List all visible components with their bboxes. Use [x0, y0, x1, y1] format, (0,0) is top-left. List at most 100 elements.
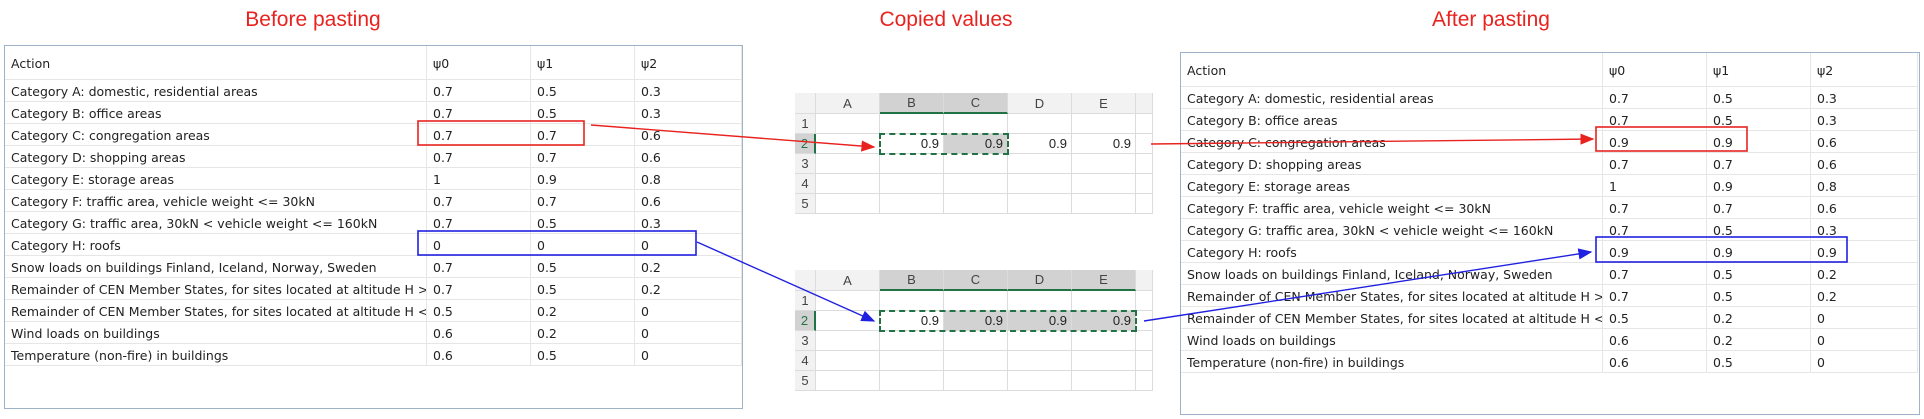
cell [1072, 114, 1136, 134]
table-cell: 0.7 [531, 190, 635, 212]
table-cell: 0.9 [1603, 241, 1707, 263]
cell [944, 371, 1008, 391]
table-cell: 0.7 [427, 278, 531, 300]
table-cell: 0.6 [1603, 329, 1707, 351]
table-cell: 0.6 [635, 124, 742, 146]
row-header: 3 [795, 331, 816, 351]
table-row: Category D: shopping areas 0.7 0.7 0.6 [5, 146, 742, 168]
table-cell: 0.7 [1603, 109, 1707, 131]
column-header: B [880, 270, 944, 291]
table-cell: 0.7 [1603, 219, 1707, 241]
column-header: E [1072, 270, 1136, 291]
table-row: Category E: storage areas 1 0.9 0.8 [5, 168, 742, 190]
cell [880, 331, 944, 351]
table-cell: 0.5 [427, 300, 531, 322]
cell [880, 114, 944, 134]
cell [1008, 154, 1072, 174]
table-cell: Category H: roofs [5, 234, 427, 256]
cell [1136, 114, 1153, 134]
table-cell: 0.7 [531, 146, 635, 168]
cell [816, 154, 880, 174]
column-header: A [816, 270, 880, 291]
panel-title: After pasting [1432, 8, 1550, 31]
table-cell: Snow loads on buildings Finland, Iceland… [1181, 263, 1603, 285]
header-cell: ψ0 [1603, 53, 1707, 87]
corner [795, 270, 816, 291]
table-cell: 0 [427, 234, 531, 256]
cell [1008, 371, 1072, 391]
table-row: Category E: storage areas 1 0.9 0.8 [1181, 175, 1918, 197]
header-cell: ψ0 [427, 46, 531, 80]
table-cell: Remainder of CEN Member States, for site… [1181, 285, 1603, 307]
table-cell: Snow loads on buildings Finland, Iceland… [5, 256, 427, 278]
table-row: Remainder of CEN Member States, for site… [1181, 285, 1918, 307]
header-cell: Action [5, 46, 427, 80]
table-row: Category G: traffic area, 30kN < vehicle… [5, 212, 742, 234]
cell [816, 134, 880, 154]
column-header: B [880, 93, 944, 114]
table-row: Wind loads on buildings 0.6 0.2 0 [5, 322, 742, 344]
table-cell: Temperature (non-fire) in buildings [1181, 351, 1603, 373]
cell [816, 174, 880, 194]
row-header: 4 [795, 174, 816, 194]
table-row: Snow loads on buildings Finland, Iceland… [1181, 263, 1918, 285]
table-row: Temperature (non-fire) in buildings 0.6 0.… [1181, 351, 1918, 373]
table-row: Remainder of CEN Member States, for site… [5, 278, 742, 300]
table-cell: 0.5 [531, 80, 635, 102]
table-cell: Remainder of CEN Member States, for site… [5, 300, 427, 322]
table-cell: 0.6 [1811, 197, 1918, 219]
column-header: E [1072, 93, 1136, 114]
cell [816, 331, 880, 351]
table-cell: 0.2 [1811, 285, 1918, 307]
table-cell: 0 [635, 234, 742, 256]
cell [944, 194, 1008, 214]
cell: 0.9 [1072, 134, 1136, 154]
table-cell: 0.8 [635, 168, 742, 190]
sheet-bottom: A B C D E 1 2 0.9 0.9 0.9 0.9 3 4 5 [795, 270, 1153, 392]
table-cell: 0.6 [1603, 351, 1707, 373]
table-cell: 0.5 [531, 344, 635, 366]
cell [816, 351, 880, 371]
table-cell: 0.5 [531, 278, 635, 300]
table-cell: 0.3 [1811, 219, 1918, 241]
cell [1136, 194, 1153, 214]
table-cell: 0.9 [531, 168, 635, 190]
row-header: 1 [795, 114, 816, 134]
header-row: Action ψ0 ψ1 ψ2 [5, 46, 742, 80]
table-cell: Remainder of CEN Member States, for site… [1181, 307, 1603, 329]
cell [1008, 114, 1072, 134]
table-cell: Wind loads on buildings [5, 322, 427, 344]
cell [880, 291, 944, 311]
table-cell: 1 [427, 168, 531, 190]
cell [1072, 371, 1136, 391]
table-cell: Wind loads on buildings [1181, 329, 1603, 351]
table-cell: 0 [635, 300, 742, 322]
table-cell: 0.7 [427, 212, 531, 234]
table-cell: Category B: office areas [1181, 109, 1603, 131]
cell [1072, 154, 1136, 174]
cell [1072, 174, 1136, 194]
table-cell: 0.5 [1707, 351, 1811, 373]
table-row: Category B: office areas 0.7 0.5 0.3 [5, 102, 742, 124]
column-header: C [944, 93, 1008, 114]
table-cell: 0.7 [427, 256, 531, 278]
table-cell: 0.3 [1811, 109, 1918, 131]
column-header: D [1008, 93, 1072, 114]
table-cell: 0 [1811, 351, 1918, 373]
cell [1136, 331, 1153, 351]
table-cell: 0.7 [427, 124, 531, 146]
cell: 0.9 [1008, 134, 1072, 154]
table-cell: 0.2 [1811, 263, 1918, 285]
table-cell: 0.7 [1603, 197, 1707, 219]
table-cell: 0.7 [427, 146, 531, 168]
table-row: Category C: congregation areas 0.7 0.7 0.6 [5, 124, 742, 146]
table-row: Category G: traffic area, 30kN < vehicle… [1181, 219, 1918, 241]
table-cell: 0 [635, 344, 742, 366]
row-header: 2 [795, 311, 816, 331]
cell [944, 331, 1008, 351]
table-cell: 0.9 [1707, 131, 1811, 153]
table-cell: Category D: shopping areas [1181, 153, 1603, 175]
table-row: Category C: congregation areas 0.9 0.9 0.6 [1181, 131, 1918, 153]
table-row: Temperature (non-fire) in buildings 0.6 0.… [5, 344, 742, 366]
